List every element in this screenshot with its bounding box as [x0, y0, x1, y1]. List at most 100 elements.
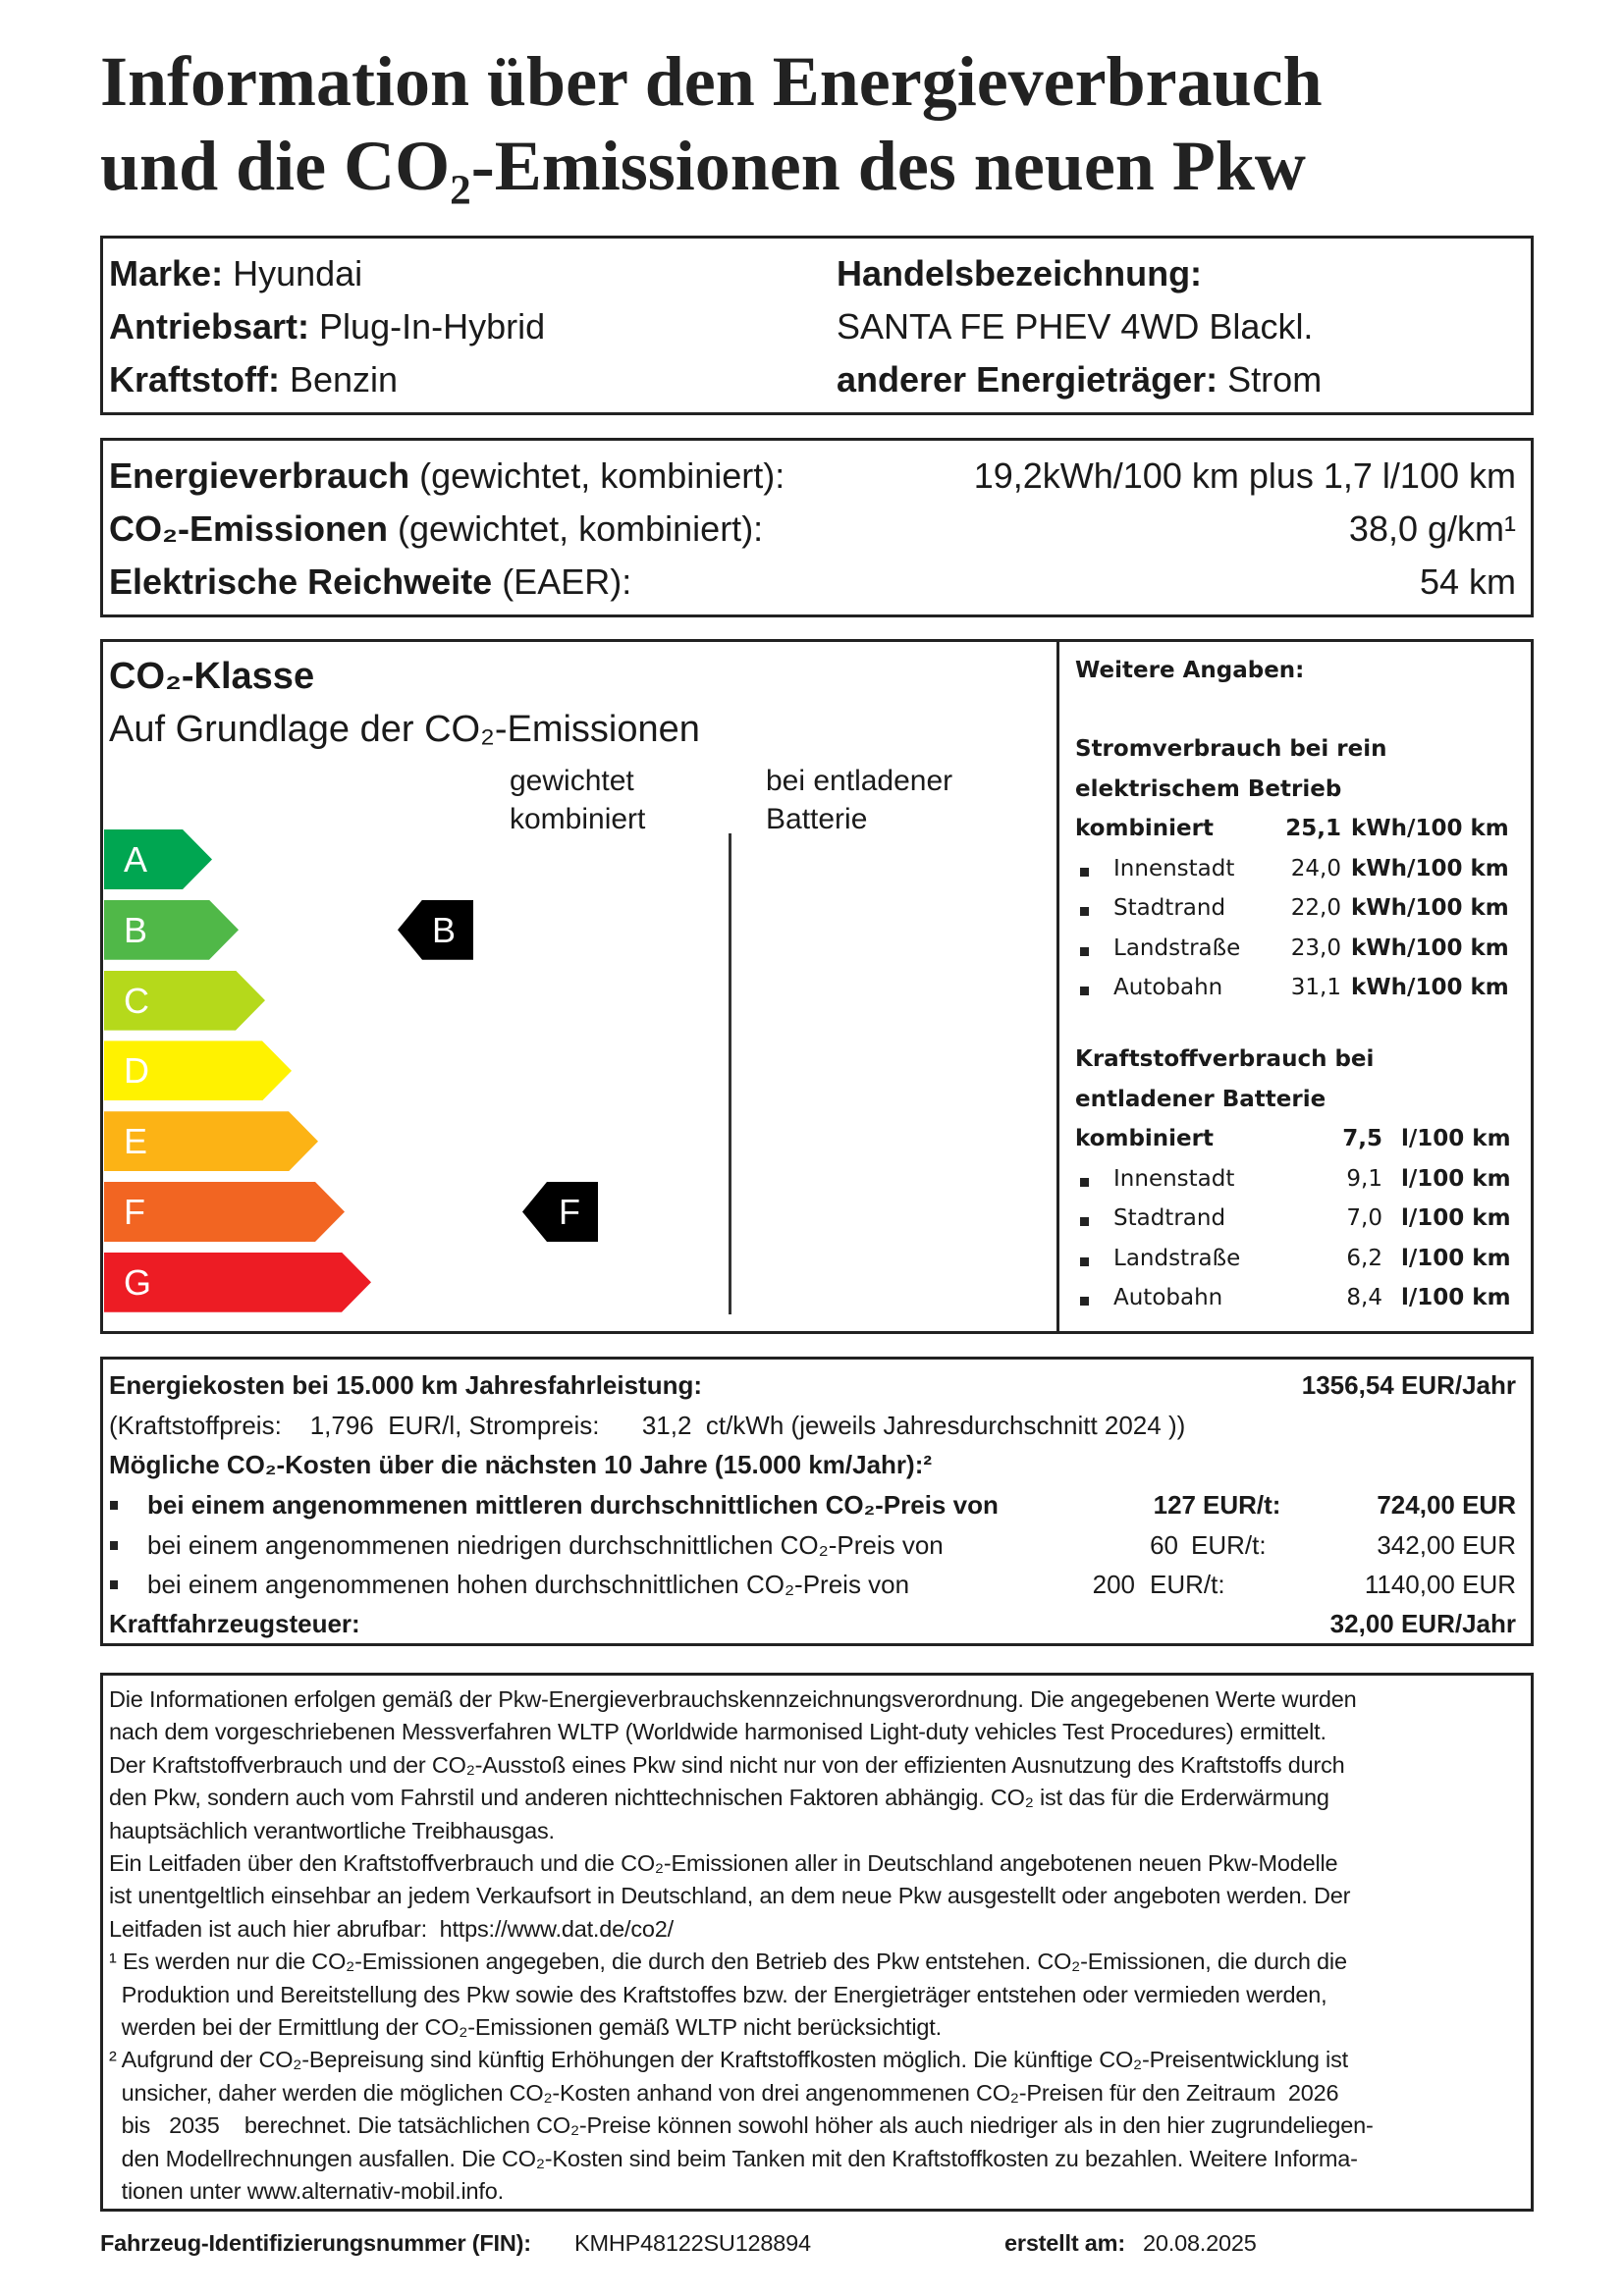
scenario-price: 60 — [1150, 1529, 1178, 1560]
class-arrow-c: C — [104, 971, 265, 1031]
co2-emissions-qualifier: (gewichtet, kombiniert): — [388, 508, 764, 549]
scenario-unit: EUR/t: — [1203, 1490, 1281, 1520]
energy-costs-label: Energiekosten bei 15.000 km Jahresfahrle… — [109, 1370, 703, 1400]
electric-item-value: 31,1 — [1290, 975, 1341, 1000]
fuel-item-label: Stadtrand — [1113, 1205, 1226, 1231]
trade-name-value: SANTA FE PHEV 4WD Blackl. — [837, 306, 1314, 347]
bullet-icon — [1080, 946, 1089, 956]
brand-label: Marke: — [109, 253, 224, 294]
electric-item-value: 22,0 — [1290, 895, 1341, 921]
electric-item-unit: kWh/100 km — [1351, 934, 1509, 961]
fin-value: KMHP48122SU128894 — [574, 2230, 811, 2256]
co2-emissions-value: 38,0 g/km¹ — [1348, 508, 1516, 549]
electric-combined-value: 25,1 — [1285, 816, 1341, 841]
vehicle-tax-label: Kraftfahrzeugsteuer: — [109, 1609, 360, 1638]
electric-item-label: Autobahn — [1113, 975, 1223, 1000]
class-arrow-e: E — [104, 1111, 318, 1171]
note-line: ² Aufgrund der CO₂-Bepreisung sind künft… — [109, 2047, 1348, 2073]
note-line: Produktion und Bereitstellung des Pkw so… — [109, 1981, 1327, 2007]
discharged-heading-line-1: bei entladener — [766, 765, 953, 797]
note-line: Ein Leitfaden über den Kraftstoffverbrau… — [109, 1850, 1338, 1876]
column-divider — [1056, 639, 1059, 1334]
note-line: Die Informationen erfolgen gemäß der Pkw… — [109, 1686, 1357, 1712]
scenario-amount: 724,00 EUR — [1377, 1490, 1516, 1520]
electric-combined-unit: kWh/100 km — [1351, 816, 1509, 841]
other-energy-row: anderer Energieträger: Strom — [837, 359, 1322, 400]
note-line: unsicher, daher werden die möglichen CO₂… — [109, 2079, 1339, 2106]
scenario-amount: 1140,00 EUR — [1364, 1570, 1516, 1599]
note-line: nach dem vorgeschriebenen Messverfahren … — [109, 1719, 1326, 1745]
scenario-unit: EUR/t: — [1191, 1529, 1267, 1560]
legal-notes-box — [100, 1673, 1534, 2212]
page-title-line-1: Information über den Energieverbrauch — [100, 42, 1323, 121]
fuel-title-line-1: Kraftstoffverbrauch bei — [1075, 1046, 1375, 1072]
fuel-item-value: 7,0 — [1346, 1205, 1382, 1231]
vehicle-tax-row: Kraftfahrzeugsteuer: 32,00 EUR/Jahr — [109, 1609, 1516, 1639]
note-line: hauptsächlich verantwortliche Treibhausg… — [109, 1817, 555, 1843]
created-date-value: 20.08.2025 — [1143, 2230, 1257, 2256]
fuel-item-unit: l/100 km — [1401, 1285, 1511, 1310]
bullet-icon — [110, 1540, 118, 1550]
class-arrow-g: G — [104, 1253, 371, 1312]
discharged-battery-heading: bei entladener Batterie — [766, 762, 952, 838]
drive-type-row: Antriebsart: Plug-In-Hybrid — [109, 306, 545, 347]
bullet-icon — [110, 1580, 118, 1589]
fuel-item-label: Landstraße — [1113, 1245, 1241, 1271]
electric-title-line-2: elektrischem Betrieb — [1075, 775, 1342, 802]
note-line: ist unentgeltlich einsehbar an jedem Ver… — [109, 1883, 1351, 1909]
electric-item-unit: kWh/100 km — [1351, 975, 1509, 1000]
scenario-price: 127 — [1153, 1490, 1196, 1520]
fuel-label: Kraftstoff: — [109, 359, 280, 400]
bullet-icon — [1080, 1217, 1089, 1226]
scale-divider — [729, 833, 731, 1314]
scenario-text: bei einem angenommenen hohen durchschnit… — [147, 1570, 910, 1599]
bullet-icon — [110, 1501, 118, 1510]
scenario-amount: 342,00 EUR — [1377, 1529, 1516, 1560]
drive-type-value: Plug-In-Hybrid — [319, 306, 546, 347]
vehicle-info-box — [100, 236, 1534, 415]
note-line: bis 2035 berechnet. Die tatsächlichen CO… — [109, 2112, 1374, 2139]
class-arrow-b: B — [104, 900, 239, 960]
consumption-box — [100, 438, 1534, 617]
page-title-line-2: und die CO₂-Emissionen des neuen Pkw — [100, 127, 1306, 205]
further-info-heading: Weitere Angaben: — [1075, 658, 1305, 683]
drive-type-label: Antriebsart: — [109, 306, 310, 347]
fuel-value: Benzin — [290, 359, 399, 400]
brand-value: Hyundai — [233, 253, 363, 294]
bullet-icon — [1080, 987, 1089, 995]
co2-emissions-label: CO₂-Emissionen — [109, 508, 389, 549]
note-line: Der Kraftstoffverbrauch und der CO₂-Auss… — [109, 1751, 1345, 1778]
costs-box — [100, 1357, 1534, 1646]
fuel-item-value: 9,1 — [1346, 1165, 1382, 1192]
note-line: Leitfaden ist auch hier abrufbar: https:… — [109, 1915, 674, 1942]
brand-row: Marke: Hyundai — [109, 253, 362, 294]
electric-item-label: Landstraße — [1113, 934, 1241, 961]
fuel-prices-line: (Kraftstoffpreis: 1,796 EUR/l, Stromprei… — [109, 1411, 1186, 1440]
fuel-combined-label: kombiniert — [1075, 1126, 1214, 1151]
bullet-icon — [1080, 867, 1089, 877]
bullet-icon — [1080, 907, 1089, 916]
fuel-item-unit: l/100 km — [1401, 1245, 1511, 1271]
fuel-item-label: Autobahn — [1113, 1285, 1223, 1310]
note-line: werden bei der Ermittlung der CO₂-Emissi… — [109, 2014, 942, 2040]
bullet-icon — [1080, 1256, 1089, 1266]
electric-range-row: Elektrische Reichweite (EAER): 54 km — [109, 561, 1516, 603]
bullet-icon — [1080, 1177, 1089, 1187]
co2-class-box — [100, 639, 1534, 1334]
scenario-text: bei einem angenommenen niedrigen durchsc… — [147, 1529, 944, 1560]
fuel-title-line-2: entladener Batterie — [1075, 1086, 1326, 1112]
energy-consumption-qualifier: (gewichtet, kombiniert): — [409, 455, 785, 496]
electric-item-label: Innenstadt — [1113, 855, 1235, 881]
class-arrow-f: F — [104, 1182, 345, 1242]
electric-item-unit: kWh/100 km — [1351, 895, 1509, 921]
energy-consumption-row: Energieverbrauch (gewichtet, kombiniert)… — [109, 455, 1516, 497]
fuel-combined-value: 7,5 — [1342, 1126, 1382, 1151]
weighted-heading-line-1: gewichtet — [510, 765, 634, 797]
fuel-item-value: 6,2 — [1346, 1245, 1382, 1271]
electric-range-label: Elektrische Reichweite — [109, 561, 493, 602]
electric-item-label: Stadtrand — [1113, 895, 1226, 921]
bullet-icon — [1080, 1297, 1089, 1306]
electric-range-value: 54 km — [1419, 561, 1516, 602]
class-arrow-d: D — [104, 1041, 292, 1100]
co2-class-heading: CO₂-Klasse — [109, 656, 315, 697]
